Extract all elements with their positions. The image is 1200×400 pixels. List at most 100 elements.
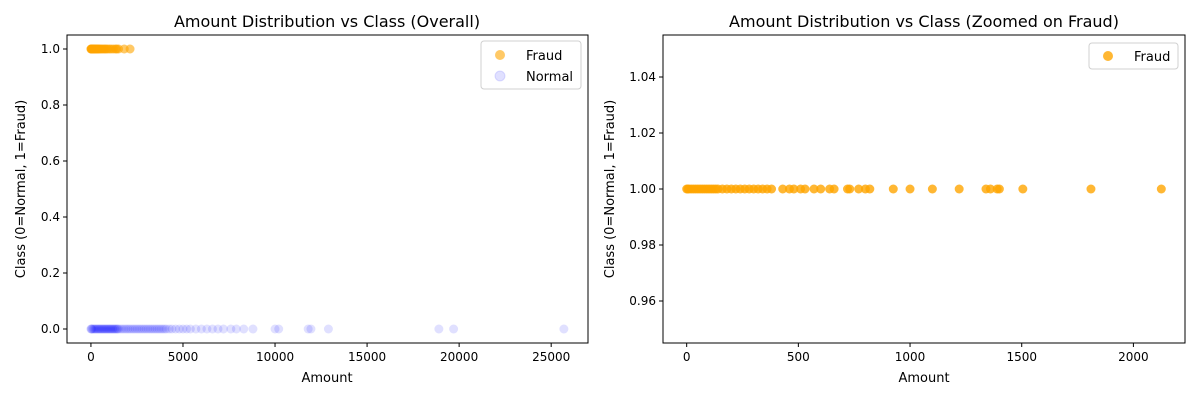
overall-normal-point	[164, 324, 174, 334]
zoomed-fraud-point	[994, 184, 1004, 194]
overall-y-tick-label: 0.4	[41, 210, 60, 224]
overall-normal-point	[128, 324, 138, 334]
overall-normal-point	[96, 324, 106, 334]
overall-normal-point	[99, 324, 109, 334]
overall-normal-point	[143, 324, 153, 334]
zoomed-y-tick-label: 0.98	[629, 238, 656, 252]
overall-normal-point	[270, 324, 280, 334]
zoomed-subplot: Amount Distribution vs Class (Zoomed on …	[603, 12, 1186, 386]
overall-y-ticks: 0.0 0.2 0.4 0.6 0.8 1.0	[41, 42, 67, 336]
zoomed-fraud-point	[829, 184, 839, 194]
overall-normal-point	[226, 324, 236, 334]
overall-normal-point	[134, 324, 144, 334]
overall-normal-point	[119, 324, 129, 334]
overall-normal-point	[449, 324, 459, 334]
overall-normal-point	[156, 324, 166, 334]
zoomed-x-tick-label: 2000	[1118, 350, 1149, 364]
overall-normal-point	[113, 324, 123, 334]
legend-fraud-marker-zoomed	[1103, 51, 1113, 61]
overall-normal-point	[559, 324, 569, 334]
overall-x-tick-label: 15000	[348, 350, 386, 364]
overall-normal-point	[161, 324, 171, 334]
overall-normal-point	[125, 324, 135, 334]
zoomed-fraud-point	[927, 184, 937, 194]
zoomed-fraud-point	[905, 184, 915, 194]
overall-normal-point	[323, 324, 333, 334]
zoomed-fraud-point	[816, 184, 826, 194]
overall-x-axis-label: Amount	[301, 371, 352, 386]
zoomed-fraud-point	[789, 184, 799, 194]
overall-normal-point	[102, 324, 112, 334]
overall-y-tick-label: 0.8	[41, 98, 60, 112]
overall-normal-point	[174, 324, 184, 334]
zoomed-fraud-point	[800, 184, 810, 194]
overall-normal-point	[303, 324, 313, 334]
legend-fraud-label-zoomed: Fraud	[1134, 50, 1170, 65]
overall-normal-point	[91, 324, 101, 334]
overall-normal-point	[104, 324, 114, 334]
overall-normal-point	[149, 324, 159, 334]
zoomed-x-tick-label: 1500	[1006, 350, 1037, 364]
zoomed-fraud-point	[865, 184, 875, 194]
overall-normal-point	[106, 324, 116, 334]
overall-x-tick-label: 10000	[256, 350, 294, 364]
overall-normal-point	[111, 324, 121, 334]
zoomed-y-ticks: 0.96 0.98 1.00 1.02 1.04	[629, 70, 663, 308]
overall-normal-point	[171, 324, 181, 334]
overall-normal-point	[126, 324, 136, 334]
overall-normal-point	[141, 324, 151, 334]
zoomed-y-tick-label: 1.04	[629, 70, 656, 84]
overall-normal-point	[248, 324, 258, 334]
zoomed-x-ticks: 0 500 1000 1500 2000	[683, 343, 1149, 364]
overall-normal-point	[132, 324, 142, 334]
overall-normal-point	[239, 324, 249, 334]
overall-normal-point	[97, 324, 107, 334]
overall-x-tick-label: 25000	[532, 350, 570, 364]
overall-y-tick-label: 0.2	[41, 266, 60, 280]
overall-normal-point	[88, 324, 98, 334]
overall-normal-point	[92, 324, 102, 334]
overall-normal-point	[158, 324, 168, 334]
overall-normal-point	[185, 324, 195, 334]
overall-normal-point	[213, 324, 223, 334]
legend-fraud-marker	[495, 50, 505, 60]
overall-x-tick-label: 5000	[168, 350, 199, 364]
overall-normal-point	[147, 324, 157, 334]
overall-plot-area	[86, 44, 569, 334]
overall-normal-point	[154, 324, 164, 334]
zoomed-legend: Fraud	[1088, 42, 1179, 70]
zoomed-axes-frame	[662, 34, 1186, 344]
zoomed-x-tick-label: 500	[787, 350, 810, 364]
overall-normal-point	[150, 324, 160, 334]
zoomed-x-tick-label: 0	[683, 350, 691, 364]
overall-normal-point	[110, 324, 120, 334]
overall-normal-point	[117, 324, 127, 334]
overall-normal-point	[145, 324, 155, 334]
overall-normal-point	[91, 324, 101, 334]
overall-normal-point	[207, 324, 217, 334]
overall-normal-point	[101, 324, 111, 334]
overall-normal-point	[196, 324, 206, 334]
legend-fraud-label: Fraud	[526, 49, 562, 64]
overall-normal-point	[130, 324, 140, 334]
zoomed-fraud-point	[888, 184, 898, 194]
overall-normal-point	[202, 324, 212, 334]
overall-normal-point	[218, 324, 228, 334]
zoomed-x-axis-label: Amount	[898, 371, 949, 386]
zoomed-fraud-point	[1156, 184, 1166, 194]
overall-normal-point	[137, 324, 147, 334]
overall-x-tick-label: 0	[87, 350, 95, 364]
zoomed-fraud-point	[954, 184, 964, 194]
zoomed-fraud-point	[845, 184, 855, 194]
overall-normal-point	[87, 324, 97, 334]
overall-normal-point	[139, 324, 149, 334]
overall-normal-point	[109, 324, 119, 334]
overall-normal-point	[95, 324, 105, 334]
legend-normal-marker	[494, 70, 506, 82]
legend-normal-label: Normal	[526, 70, 573, 85]
overall-normal-point	[86, 324, 96, 334]
overall-chart-title: Amount Distribution vs Class (Overall)	[174, 12, 480, 31]
zoomed-fraud-point	[1086, 184, 1096, 194]
overall-normal-point	[121, 324, 131, 334]
